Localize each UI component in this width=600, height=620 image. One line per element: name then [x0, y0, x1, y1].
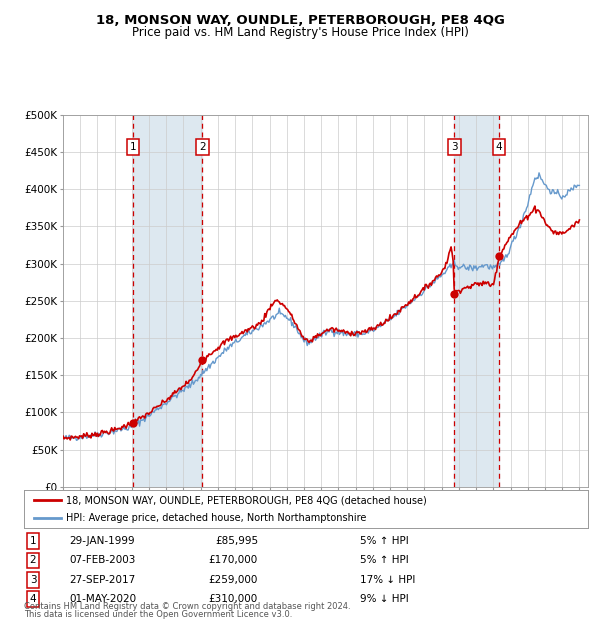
Text: £170,000: £170,000 [209, 556, 258, 565]
Text: 1: 1 [130, 142, 137, 152]
Bar [454, 115, 499, 487]
Text: HPI: Average price, detached house, North Northamptonshire: HPI: Average price, detached house, Nort… [66, 513, 367, 523]
Text: 5% ↑ HPI: 5% ↑ HPI [360, 536, 409, 546]
Text: 18, MONSON WAY, OUNDLE, PETERBOROUGH, PE8 4QG: 18, MONSON WAY, OUNDLE, PETERBOROUGH, PE… [95, 14, 505, 27]
Text: £310,000: £310,000 [209, 594, 258, 604]
Text: 2: 2 [199, 142, 206, 152]
Text: £85,995: £85,995 [215, 536, 258, 546]
Text: 5% ↑ HPI: 5% ↑ HPI [360, 556, 409, 565]
Text: 18, MONSON WAY, OUNDLE, PETERBOROUGH, PE8 4QG (detached house): 18, MONSON WAY, OUNDLE, PETERBOROUGH, PE… [66, 495, 427, 505]
Text: This data is licensed under the Open Government Licence v3.0.: This data is licensed under the Open Gov… [24, 609, 292, 619]
Text: 9% ↓ HPI: 9% ↓ HPI [360, 594, 409, 604]
Text: 4: 4 [29, 594, 37, 604]
Text: 07-FEB-2003: 07-FEB-2003 [69, 556, 136, 565]
Text: 3: 3 [29, 575, 37, 585]
Text: £259,000: £259,000 [209, 575, 258, 585]
Text: 4: 4 [496, 142, 502, 152]
Text: 01-MAY-2020: 01-MAY-2020 [69, 594, 136, 604]
Text: 1: 1 [29, 536, 37, 546]
Text: 2: 2 [29, 556, 37, 565]
Text: 3: 3 [451, 142, 458, 152]
Text: Contains HM Land Registry data © Crown copyright and database right 2024.: Contains HM Land Registry data © Crown c… [24, 602, 350, 611]
Text: 17% ↓ HPI: 17% ↓ HPI [360, 575, 415, 585]
Text: 27-SEP-2017: 27-SEP-2017 [69, 575, 135, 585]
Text: 29-JAN-1999: 29-JAN-1999 [69, 536, 134, 546]
Text: Price paid vs. HM Land Registry's House Price Index (HPI): Price paid vs. HM Land Registry's House … [131, 26, 469, 39]
Bar [133, 115, 202, 487]
